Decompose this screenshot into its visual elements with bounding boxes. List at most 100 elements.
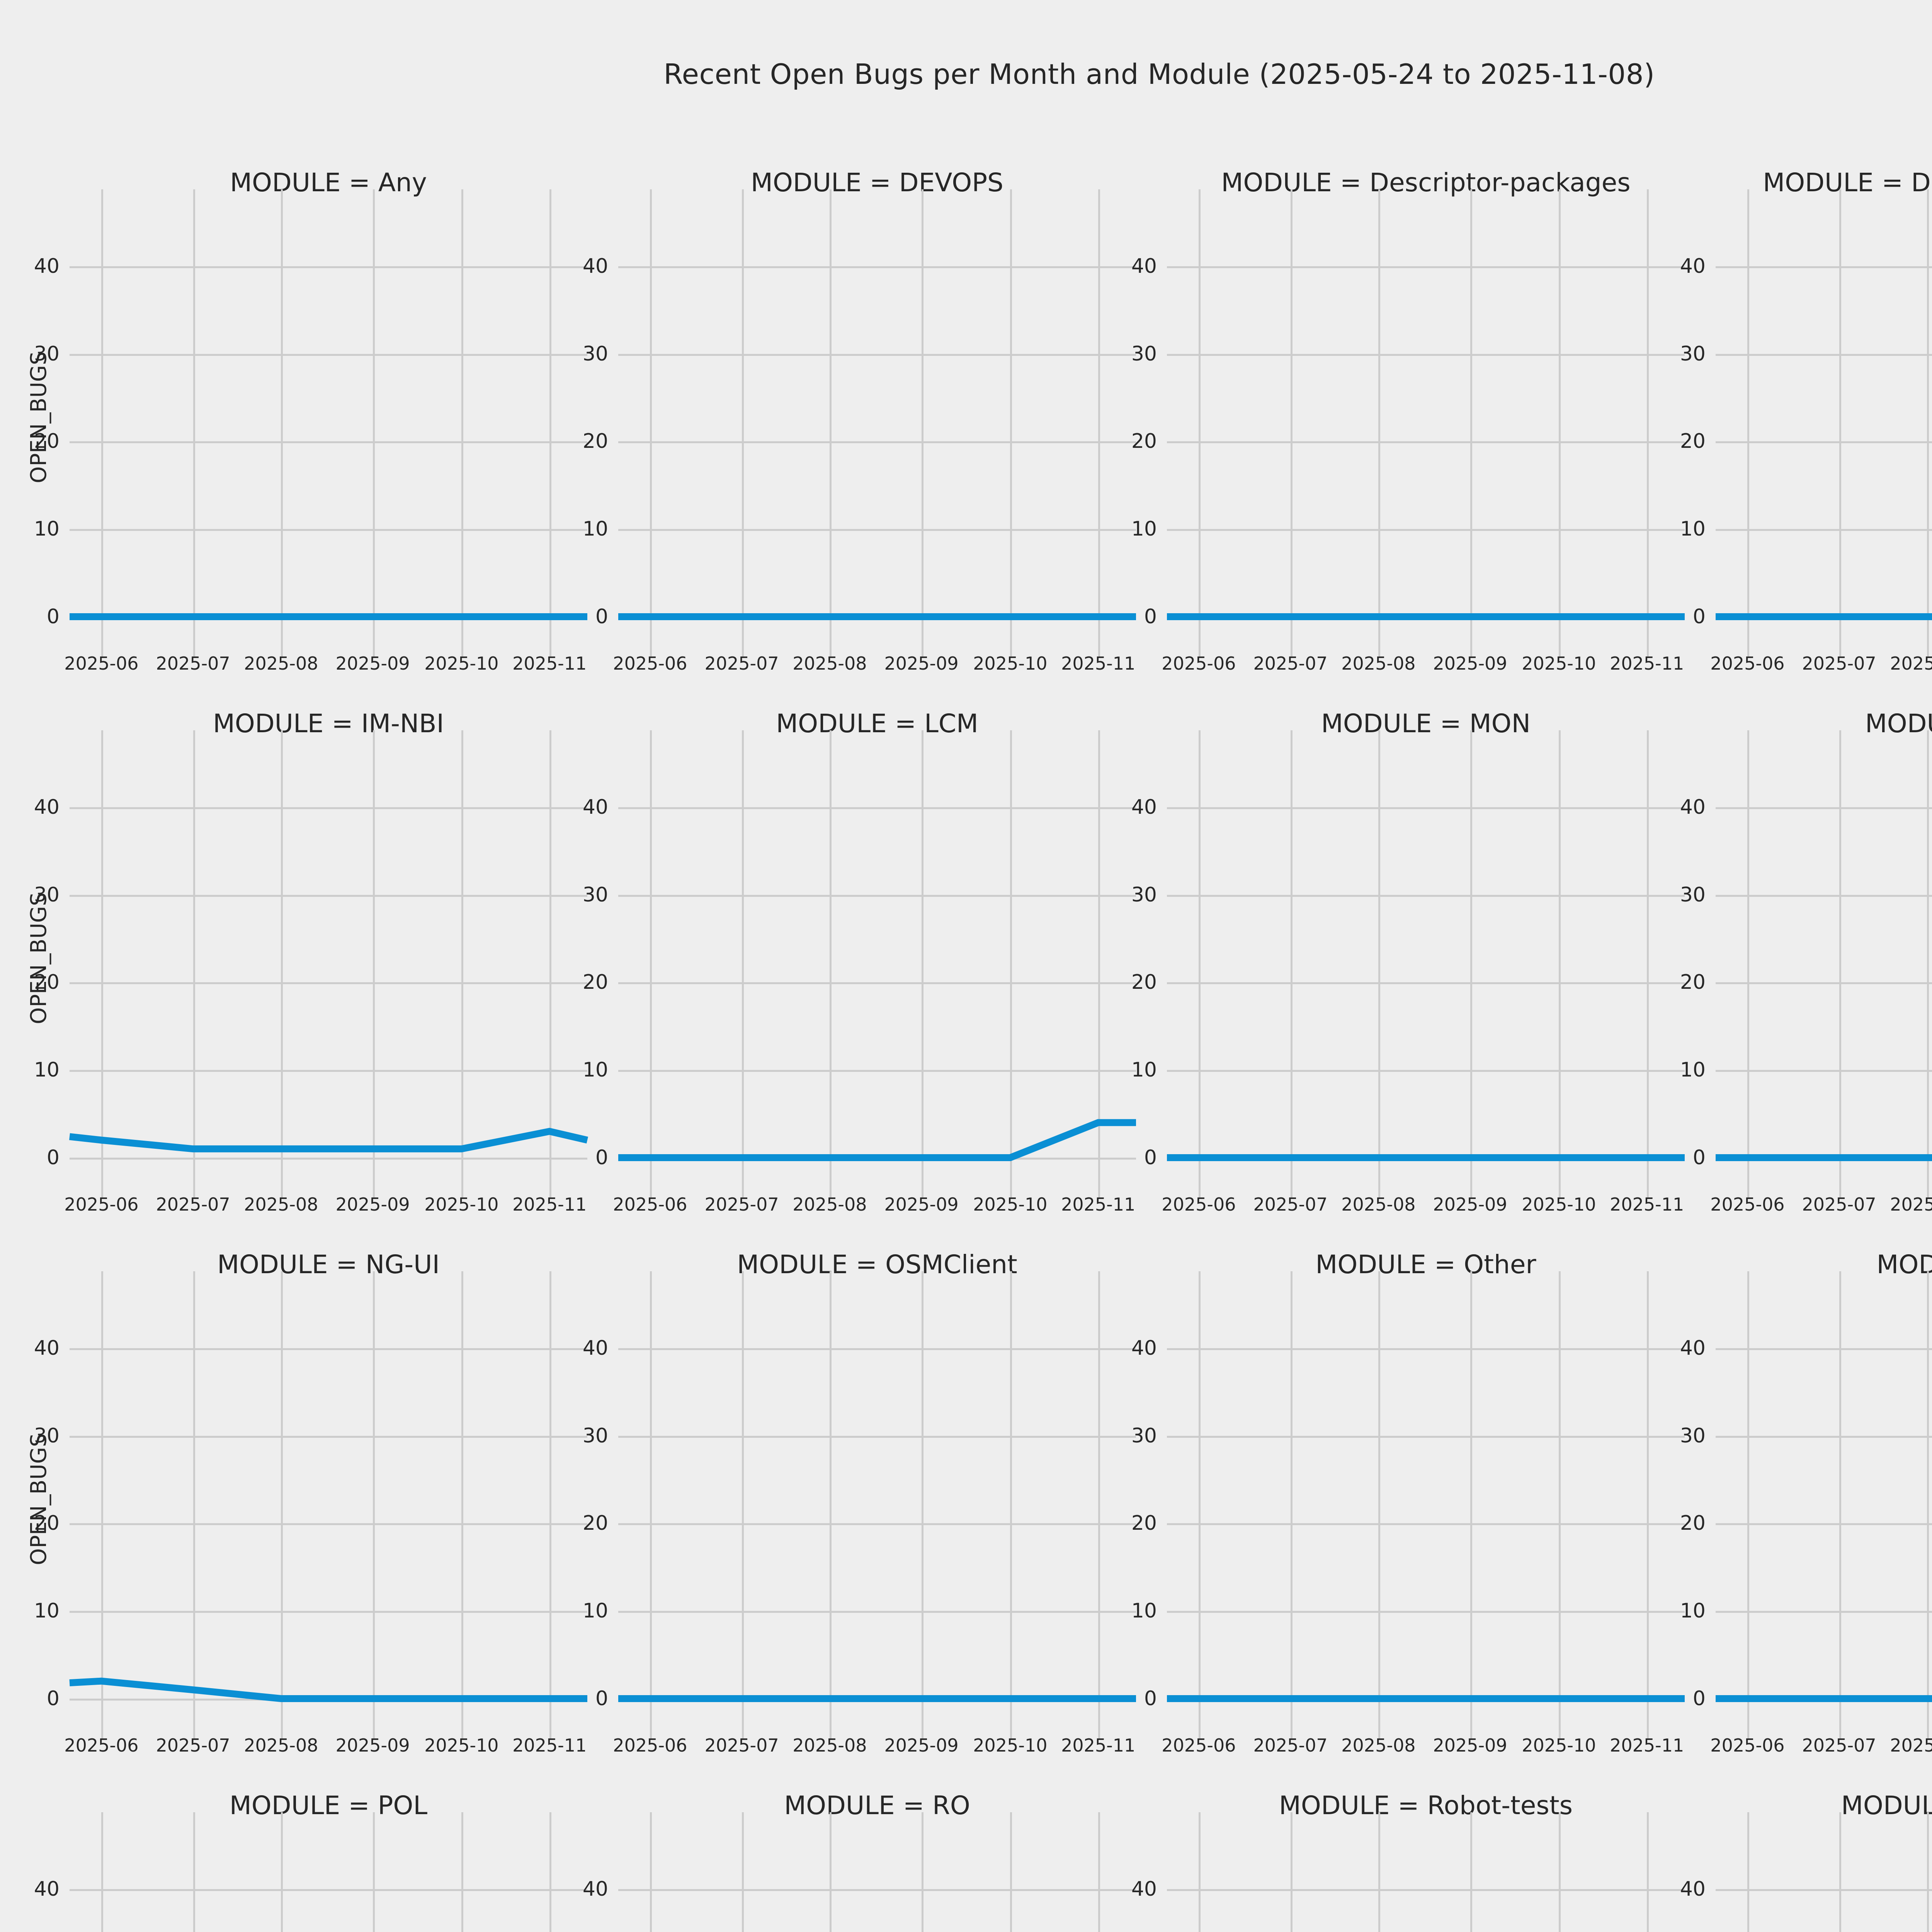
data-line <box>70 1828 587 1932</box>
x-tick-label: 2025-07 <box>1802 1735 1876 1756</box>
subplot-title: MODULE = MON <box>1321 709 1531 738</box>
subplot-title: MODULE = Robot-tests <box>1279 1791 1573 1820</box>
x-tick-label: 2025-09 <box>1433 1735 1507 1756</box>
gridline-vertical <box>101 1271 104 1739</box>
subplot-title: MODULE = POL <box>229 1791 428 1820</box>
y-tick-label: 30 <box>1680 883 1706 906</box>
y-tick-label: 30 <box>1131 342 1157 366</box>
gridline-vertical <box>1290 1271 1293 1739</box>
subplot-panel: MODULE = N2VC 0 10 20 30 40 2025-06 2025-07 2025… <box>1680 709 1932 1215</box>
y-tick-label: 30 <box>1131 1424 1157 1447</box>
gridline-vertical <box>1647 1271 1649 1739</box>
gridline-vertical <box>1927 1812 1929 1932</box>
data-line <box>1167 1695 1685 1702</box>
gridline-vertical <box>461 1812 464 1932</box>
y-tick-label: 10 <box>1680 1599 1706 1623</box>
x-tick-label: 2025-08 <box>793 1194 867 1215</box>
gridline-horizontal <box>618 1348 1136 1350</box>
x-tick-label: 2025-07 <box>156 653 230 674</box>
x-tick-label: 2025-11 <box>512 1735 587 1756</box>
x-tick-label: 2025-06 <box>1162 653 1236 674</box>
gridline-vertical <box>921 1271 923 1739</box>
gridline-horizontal <box>1716 354 1932 356</box>
gridline-vertical <box>1378 730 1381 1198</box>
x-tick-label: 2025-11 <box>1610 1194 1684 1215</box>
gridline-horizontal <box>1167 354 1685 356</box>
y-tick-label: 40 <box>1131 1336 1157 1360</box>
subplot-panel: MODULE = LCM 0 10 20 30 40 2025-06 2025-07 2025-… <box>583 709 1136 1215</box>
gridline-vertical <box>372 1271 375 1739</box>
gridline-vertical <box>650 189 652 657</box>
x-tick-label: 2025-09 <box>884 653 959 674</box>
subplot-title: MODULE = PLA <box>1876 1250 1932 1279</box>
gridline-vertical <box>1470 730 1472 1198</box>
y-tick-label: 40 <box>1131 1877 1157 1901</box>
x-tick-label: 2025-10 <box>424 1735 499 1756</box>
y-tick-label: 0 <box>595 1146 608 1169</box>
gridline-vertical <box>1199 1271 1201 1739</box>
subplot-panel: MODULE = RO0102030402025-062025-072025-0… <box>583 1791 1136 1932</box>
x-tick-label: 2025-07 <box>156 1735 230 1756</box>
x-tick-label: 2025-08 <box>1341 653 1416 674</box>
gridline-horizontal <box>618 1070 1136 1072</box>
x-tick-label: 2025-10 <box>973 653 1048 674</box>
gridline-horizontal <box>70 895 587 897</box>
subplot-panel: MODULE = DEVOPS 0 10 20 30 40 2025-06 2025-07 20… <box>583 168 1136 674</box>
data-line <box>1167 1828 1685 1932</box>
gridline-vertical <box>650 730 652 1198</box>
gridline-vertical <box>921 730 923 1198</box>
y-tick-label: 20 <box>582 1512 608 1535</box>
gridline-horizontal <box>1167 807 1685 809</box>
gridline-vertical <box>830 189 832 657</box>
gridline-vertical <box>1747 1271 1750 1739</box>
x-tick-label: 2025-07 <box>1253 1735 1328 1756</box>
y-tick-label: 10 <box>1131 1599 1157 1623</box>
gridline-vertical <box>1378 189 1381 657</box>
y-tick-label: 40 <box>582 795 608 819</box>
subplot-panel: MODULE = OSMClient 0 10 20 30 40 2025-06 2025-0… <box>583 1250 1136 1756</box>
y-tick-label: 20 <box>1680 971 1706 994</box>
gridline-horizontal <box>1716 1523 1932 1526</box>
subplot-panel: MODULE = Any 0 10 20 30 40 2025-06 2025-07 2025-… <box>26 168 587 674</box>
y-tick-label: 40 <box>34 254 60 278</box>
y-tick-label: 0 <box>1692 1146 1706 1169</box>
y-tick-label: 0 <box>595 605 608 628</box>
gridline-vertical <box>1010 1812 1012 1932</box>
figure-title: Recent Open Bugs per Month and Module (2… <box>663 58 1655 90</box>
gridline-vertical <box>281 189 283 657</box>
x-tick-label: 2025-06 <box>613 653 687 674</box>
data-line <box>618 1828 1136 1932</box>
gridline-horizontal <box>70 354 587 356</box>
x-tick-label: 2025-08 <box>1341 1735 1416 1756</box>
subplot-panel: MODULE = Unknown0102030402025-062025-072… <box>1680 1791 1932 1932</box>
y-tick-label: 40 <box>34 1336 60 1360</box>
gridline-vertical <box>461 189 464 657</box>
y-tick-label: 10 <box>1680 1058 1706 1082</box>
y-tick-label: 40 <box>34 795 60 819</box>
y-tick-label: 30 <box>582 342 608 366</box>
x-tick-label: 2025-11 <box>1061 653 1136 674</box>
gridline-horizontal <box>70 266 587 268</box>
subplot-title: MODULE = Unknown <box>1841 1791 1932 1820</box>
gridline-vertical <box>1647 189 1649 657</box>
gridline-horizontal <box>618 1435 1136 1438</box>
y-tick-label: 0 <box>46 1687 60 1710</box>
gridline-vertical <box>193 1812 195 1932</box>
y-tick-label: 20 <box>1131 1512 1157 1535</box>
gridline-vertical <box>1199 1812 1201 1932</box>
x-tick-label: 2025-11 <box>1061 1194 1136 1215</box>
y-tick-label: 10 <box>34 1599 60 1623</box>
gridline-horizontal <box>618 1157 1136 1160</box>
gridline-vertical <box>1010 1271 1012 1739</box>
y-axis-label: OPEN_BUGS <box>26 892 52 1024</box>
subplot-panel: MODULE = POL0102030402025-062025-072025-… <box>34 1791 587 1932</box>
gridline-horizontal <box>1167 895 1685 897</box>
plot-area: 0102030402025-062025-072025-082025-09202… <box>34 1812 587 1932</box>
plot-area: 0102030402025-062025-072025-082025-09202… <box>1680 1812 1932 1932</box>
x-tick-label: 2025-06 <box>1162 1735 1236 1756</box>
x-tick-label: 2025-11 <box>512 1194 587 1215</box>
